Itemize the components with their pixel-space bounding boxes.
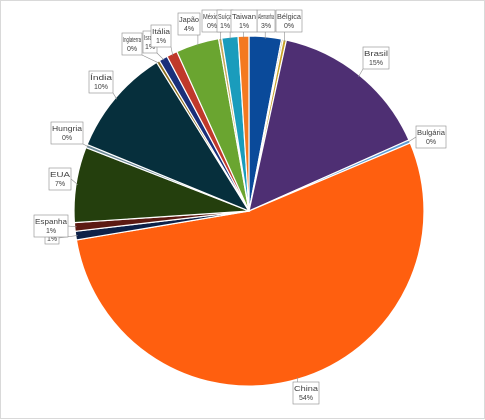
- callout-leader-brasil-3: [358, 68, 364, 78]
- callout-box-eua-8: [48, 167, 72, 191]
- callout-box-india-10: [88, 70, 114, 94]
- callout-box-japao-14: [177, 12, 201, 36]
- callout-leader-italia-13: [170, 46, 174, 56]
- data-label-percent-mexico-15: 0%: [207, 23, 217, 30]
- data-label-percent-inglaterra-11: 0%: [127, 46, 137, 53]
- data-label-category-taiwan: Taiwan: [232, 14, 256, 21]
- callout-leader-bulgaria-4: [407, 136, 417, 143]
- data-label-percent-israel-12: 1%: [145, 44, 155, 51]
- data-label-percent-italia-13: 1%: [156, 38, 166, 45]
- data-label-percent-china-5: 54%: [299, 395, 313, 402]
- data-label-percent-belgica-2: 0%: [284, 23, 294, 30]
- data-label-percent-espanha-7: 1%: [46, 228, 56, 235]
- data-label-category-hungria: Hungria: [52, 126, 82, 133]
- data-label-category-inglaterra: Inglaterra: [123, 37, 141, 44]
- data-label-percent-india-10: 10%: [94, 84, 108, 91]
- pie-slice-china-5: [75, 142, 425, 387]
- data-label-percent-unlabeled-6: 1%: [47, 236, 57, 243]
- callout-box-hungria-9: [50, 121, 84, 145]
- callout-leader-inglaterra-11: [141, 54, 160, 64]
- data-label-percent-hungria-9: 0%: [62, 135, 72, 142]
- data-label-category-japao: Japão: [179, 17, 199, 24]
- data-label-callouts: Alemanha 3% Bélgica 0% Brasil 15% Bulgária 0% Ch…: [33, 9, 447, 405]
- data-label-percent-taiwan-17: 1%: [239, 23, 249, 30]
- callout-leader-india-10: [112, 92, 118, 100]
- data-label-category-italia: Itália: [152, 29, 170, 36]
- data-label-percent-alemanha-0: 3%: [261, 23, 271, 30]
- data-label-category-israel: Israel: [144, 35, 156, 42]
- data-label-category-eua: EUA: [50, 172, 70, 179]
- data-label-category-mexico: México: [203, 14, 221, 21]
- callout-leader-unlabeled-6: [58, 235, 78, 239]
- data-label-category-china: China: [294, 386, 318, 393]
- callout-box-italia-13: [150, 24, 172, 48]
- data-label-category-brasil: Brasil: [364, 51, 389, 58]
- callout-box-belgica-2: [275, 9, 303, 33]
- data-label-category-suica: Suíça: [218, 14, 232, 21]
- data-label-category-belgica: Bélgica: [277, 14, 301, 21]
- data-label-category-espanha: Espanha: [35, 219, 67, 226]
- data-label-category-india: Índia: [90, 73, 112, 82]
- data-label-category-bulgaria: Bulgária: [417, 130, 445, 137]
- callout-box-bulgaria-4: [415, 125, 447, 149]
- callout-box-brasil-3: [362, 46, 390, 70]
- callout-box-inglaterra-11: [121, 32, 143, 56]
- callout-box-china-5: [292, 381, 320, 405]
- callout-leader-hungria-9: [82, 143, 89, 148]
- callout-leader-espanha-7: [67, 225, 77, 228]
- data-label-category-alemanha: Alemanha: [258, 14, 274, 21]
- data-label-percent-japao-14: 4%: [184, 26, 194, 33]
- data-label-percent-brasil-3: 15%: [369, 60, 383, 67]
- callout-leader-eua-8: [70, 178, 79, 186]
- data-label-percent-bulgaria-4: 0%: [426, 139, 436, 146]
- callout-leader-israel-12: [156, 52, 165, 61]
- data-label-percent-eua-8: 7%: [55, 181, 65, 188]
- pie-slices: [73, 35, 425, 387]
- callout-box-espanha-7: [33, 214, 69, 238]
- data-label-percent-suica-16: 1%: [220, 23, 230, 30]
- pie-slice-india-10: [86, 61, 251, 213]
- callout-box-taiwan-17: [230, 9, 258, 33]
